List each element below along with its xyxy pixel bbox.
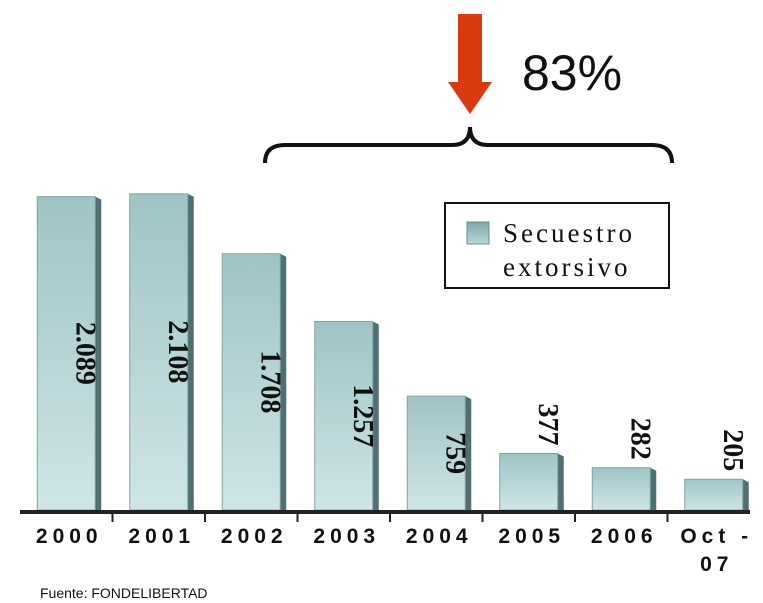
data-label-2003: 1.257: [347, 384, 378, 447]
data-label-2001: 2.108: [162, 320, 193, 383]
data-label-2005: 377: [532, 403, 563, 445]
bar-side: [372, 321, 379, 510]
source-note: Fuente: FONDELIBERTAD: [40, 585, 208, 601]
data-label-2006: 282: [624, 418, 655, 460]
bar-2005: [499, 452, 564, 511]
bar-side: [95, 196, 102, 510]
bracket-brace: [263, 126, 674, 164]
tick-label-2002: 2002: [221, 525, 288, 548]
tick-label-2006: 2006: [591, 525, 658, 548]
bar-2003: [314, 320, 379, 511]
bar-side: [742, 479, 749, 510]
data-label-2004: 759: [439, 432, 470, 474]
bar-side: [280, 253, 287, 511]
legend-label-line-1: Secuestro: [503, 218, 635, 248]
tick-label-2000: 2000: [36, 525, 103, 548]
down-arrow-icon: [448, 14, 492, 114]
bar-face: [129, 193, 189, 511]
bar-2002: [221, 253, 287, 511]
legend-swatch: [466, 221, 490, 245]
bar-2001: [129, 193, 194, 511]
tick-label-2005: 2005: [498, 525, 565, 548]
bar-2004: [406, 395, 472, 511]
data-label-2000: 2.089: [69, 322, 100, 385]
bar-side: [187, 193, 194, 511]
tick-label-Oct-07-1: Oct -: [680, 525, 753, 548]
bars: [36, 193, 749, 511]
data-label-2002: 1.708: [254, 350, 285, 413]
bar-2006: [591, 467, 657, 511]
legend-label-line-2: extorsivo: [503, 252, 631, 282]
x-axis: 2000 2001 2002 2003 2004 2005 2006 Oct - 07: [20, 510, 753, 576]
bar-side: [465, 396, 472, 510]
tick-label-2004: 2004: [406, 525, 473, 548]
reduction-percentage: 83%: [522, 45, 622, 101]
tick-label-2001: 2001: [128, 525, 195, 548]
tick-label-Oct-07-2: 07: [700, 553, 733, 576]
data-label-Oct-07: 205: [717, 429, 748, 471]
bar-Oct-07: [684, 478, 749, 511]
data-labels: 2.089 2.108 1.708 1.257 759 377 282 205: [69, 320, 748, 474]
legend: Secuestro extorsivo: [444, 202, 670, 289]
bar-2000: [36, 196, 102, 511]
bar-side: [557, 453, 564, 510]
bar-face: [406, 395, 466, 511]
annotation: 83%: [263, 14, 674, 164]
bar-face: [499, 452, 559, 511]
bar-face: [314, 320, 374, 511]
bar-side: [650, 467, 657, 510]
bar-face: [591, 467, 651, 511]
tick-label-2003: 2003: [313, 525, 380, 548]
bar-face: [221, 253, 281, 511]
bar-face: [684, 478, 744, 511]
